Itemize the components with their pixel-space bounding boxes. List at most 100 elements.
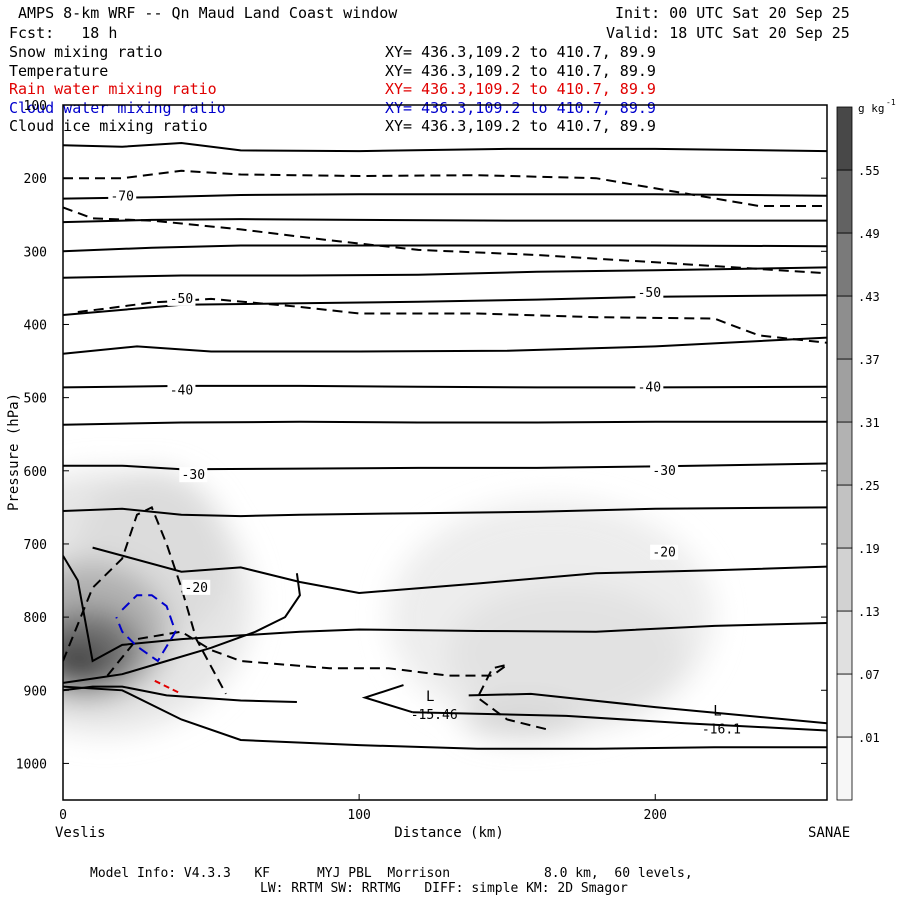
x-axis-label: Distance (km) <box>394 825 504 841</box>
y-tick-label: 700 <box>24 538 47 553</box>
colorbar-segment <box>836 484 853 549</box>
snow-contour-s700 <box>63 506 227 695</box>
legend-row-name: Temperature <box>9 61 109 80</box>
contour-label-bg <box>650 544 679 560</box>
header-title: AMPS 8-km WRF -- Qn Maud Land Coast wind… <box>18 4 398 22</box>
contour-label-bg <box>650 462 679 478</box>
isotherm-p880 <box>63 573 301 684</box>
isotherm-p155 <box>63 141 827 153</box>
colorbar-label: .37 <box>858 353 880 367</box>
colorbar-segment <box>836 358 853 423</box>
contour-label: -30 <box>652 464 675 479</box>
plot-frame <box>62 104 828 801</box>
contour-label-bg <box>182 579 211 595</box>
colorbar-segment <box>836 610 853 675</box>
contour-label-bg <box>167 382 196 398</box>
colorbar-segment <box>836 673 853 738</box>
isotherm-p650 <box>63 506 827 518</box>
contour-label-bg <box>635 379 664 395</box>
colorbar-segment <box>836 295 853 360</box>
isotherm-L1 <box>361 684 413 714</box>
footer-line1: Model Info: V4.3.3 KF MYJ PBL Morrison 8… <box>90 866 693 881</box>
legend-row-xy: XY= 436.3,109.2 to 410.7, 89.9 <box>385 117 656 135</box>
x-tick-label: 200 <box>644 808 667 823</box>
legend-row-xy: XY= 436.3,109.2 to 410.7, 89.9 <box>385 43 656 61</box>
contour-label-bg <box>179 467 208 483</box>
contour-label: -70 <box>110 189 133 204</box>
colorbar-label: .01 <box>858 731 880 745</box>
y-tick-label: 500 <box>24 392 47 407</box>
isotherm-p255 <box>63 218 827 224</box>
y-tick-label: 600 <box>24 465 47 480</box>
colorbar-label: .25 <box>858 479 880 493</box>
legend-row-name: Cloud ice mixing ratio <box>9 117 208 135</box>
isotherm-p535 <box>63 420 827 426</box>
rain-water-contour <box>154 679 182 695</box>
legend-row-name: Rain water mixing ratio <box>9 80 217 98</box>
snow-contour-s820 <box>106 630 552 732</box>
y-tick-label: 1000 <box>16 757 47 772</box>
colorbar-label: .55 <box>858 164 880 178</box>
colorbar-unit: g kg <box>858 102 885 115</box>
isotherm-p592 <box>63 462 827 471</box>
snow-contour-s200 <box>63 169 827 207</box>
plot-area: -70 -50 -50 -40 -40 -30 -30 -20 -20 L -15.46 L -16.1 <box>63 141 827 750</box>
header-init: Init: 00 UTC Sat 20 Sep 25 <box>615 4 850 22</box>
left-endpoint-label: Veslis <box>55 825 106 841</box>
y-tick-label: 800 <box>24 611 47 626</box>
y-tick-label: 400 <box>24 318 47 333</box>
y-tick-label: 300 <box>24 245 47 260</box>
header-fcst: Fcst: 18 h <box>9 24 118 42</box>
colorbar-label: .31 <box>858 416 880 430</box>
colorbar-label: .19 <box>858 542 880 556</box>
colorbar-label: .43 <box>858 290 880 304</box>
colorbar-label: .13 <box>858 605 880 619</box>
colorbar-segment <box>836 547 853 612</box>
contour-label: -40 <box>638 380 661 395</box>
snow-blob <box>462 701 582 738</box>
isotherm-p945 <box>412 711 827 732</box>
isotherm-p330 <box>63 266 827 279</box>
contour-label: -30 <box>182 468 205 483</box>
y-tick-label: 900 <box>24 684 47 699</box>
contour-label: -50 <box>638 286 661 301</box>
footer-line2: LW: RRTM SW: RRTMG DIFF: simple KM: 2D S… <box>260 881 628 896</box>
contour-label: -40 <box>170 383 193 398</box>
legend-row-name: Snow mixing ratio <box>9 43 163 61</box>
legend-row-name: Cloud water mixing ratio <box>9 98 226 117</box>
colorbar-segment <box>836 169 853 234</box>
contour-label-bg <box>635 285 664 301</box>
y-tick-label: 200 <box>24 172 47 187</box>
right-endpoint-label: SANAE <box>808 825 850 841</box>
isotherm-p430 <box>63 336 827 355</box>
header-valid: Valid: 18 UTC Sat 20 Sep 25 <box>606 24 850 42</box>
cloud-water-contour <box>115 594 177 663</box>
isotherm-p220 <box>63 193 827 200</box>
contour-label: -20 <box>185 581 208 596</box>
low-marker: L <box>426 689 434 705</box>
y-tick-label: 100 <box>24 99 47 114</box>
low-value: -15.46 <box>411 708 458 723</box>
low-marker: L <box>713 704 721 720</box>
low-value: -16.1 <box>702 723 741 738</box>
isotherm-p720 <box>92 546 827 595</box>
snow-contour-s270 <box>63 206 827 275</box>
isotherm-p960 <box>63 685 827 750</box>
colorbar-unit-exponent: -1 <box>886 98 896 107</box>
isotherm-p810 <box>63 555 827 663</box>
legend-row-xy: XY= 436.3,109.2 to 410.7, 89.9 <box>385 98 656 117</box>
contour-label: -50 <box>170 292 193 307</box>
legend-row-xy: XY= 436.3,109.2 to 410.7, 89.9 <box>385 80 656 98</box>
colorbar-label: .07 <box>858 668 880 682</box>
contour-label-bg <box>167 290 196 306</box>
snow-blob <box>63 642 108 680</box>
isotherm-p930 <box>468 692 827 725</box>
colorbar-segment <box>836 421 853 486</box>
legend-row-xy: XY= 436.3,109.2 to 410.7, 89.9 <box>385 61 656 80</box>
colorbar-segment <box>836 736 853 801</box>
x-tick-label: 100 <box>347 808 370 823</box>
snow-blob <box>447 584 685 724</box>
colorbar-segment <box>836 106 853 171</box>
isotherm-p295 <box>63 244 827 253</box>
